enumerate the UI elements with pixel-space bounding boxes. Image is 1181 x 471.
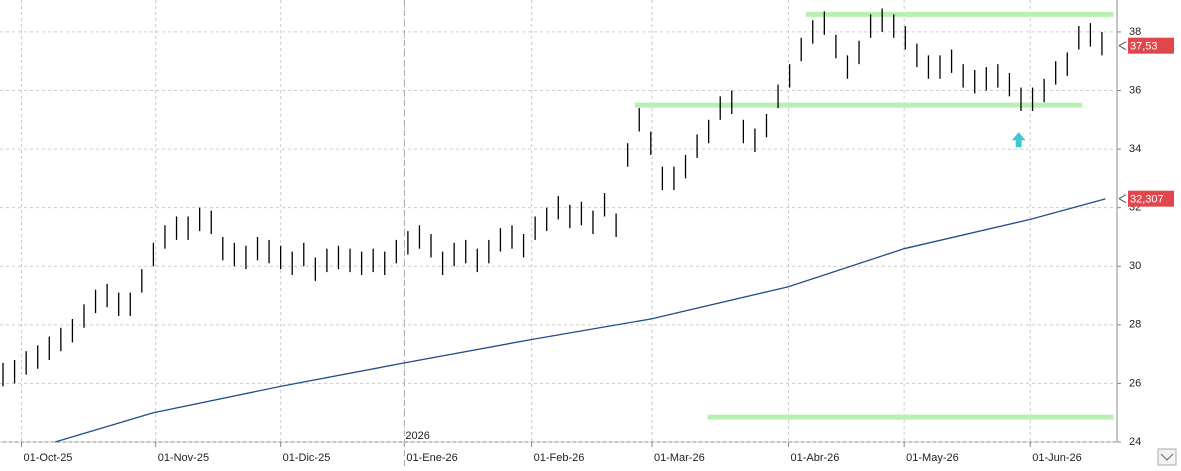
signal-arrow xyxy=(1011,132,1026,148)
x-tick-label: 01-Oct-25 xyxy=(24,452,73,464)
y-tick-label: 30 xyxy=(1129,260,1141,272)
price-pointer xyxy=(1118,194,1127,204)
x-tick-label: 01-Nov-25 xyxy=(158,452,209,464)
moving-average xyxy=(54,198,1106,443)
y-tick-label: 36 xyxy=(1129,84,1141,96)
x-tick-label: 01-Jun-26 xyxy=(1032,452,1082,464)
x-tick-label: 01-Dic-25 xyxy=(283,452,331,464)
price-label: 32,307 xyxy=(1130,194,1164,206)
price-label-box xyxy=(1128,190,1174,207)
price-pointer xyxy=(1118,41,1127,51)
x-tick-label: 01-Feb-26 xyxy=(534,452,585,464)
y-tick-label: 34 xyxy=(1129,143,1141,155)
price-label: 37,53 xyxy=(1130,41,1158,53)
corner-button[interactable] xyxy=(1157,448,1177,466)
year-label: 2026 xyxy=(405,430,429,442)
y-tick-label: 28 xyxy=(1129,319,1141,331)
corner-icon xyxy=(1160,453,1174,461)
x-tick-label: 01-May-26 xyxy=(906,452,959,464)
y-tick-label: 24 xyxy=(1129,436,1141,448)
price-label-box xyxy=(1128,37,1174,54)
x-tick-label: 01-Ene-26 xyxy=(406,452,457,464)
y-tick-label: 26 xyxy=(1129,377,1141,389)
x-tick-label: 01-Abr-26 xyxy=(790,452,839,464)
x-tick-label: 01-Mar-26 xyxy=(654,452,705,464)
y-tick-label: 38 xyxy=(1129,26,1141,38)
